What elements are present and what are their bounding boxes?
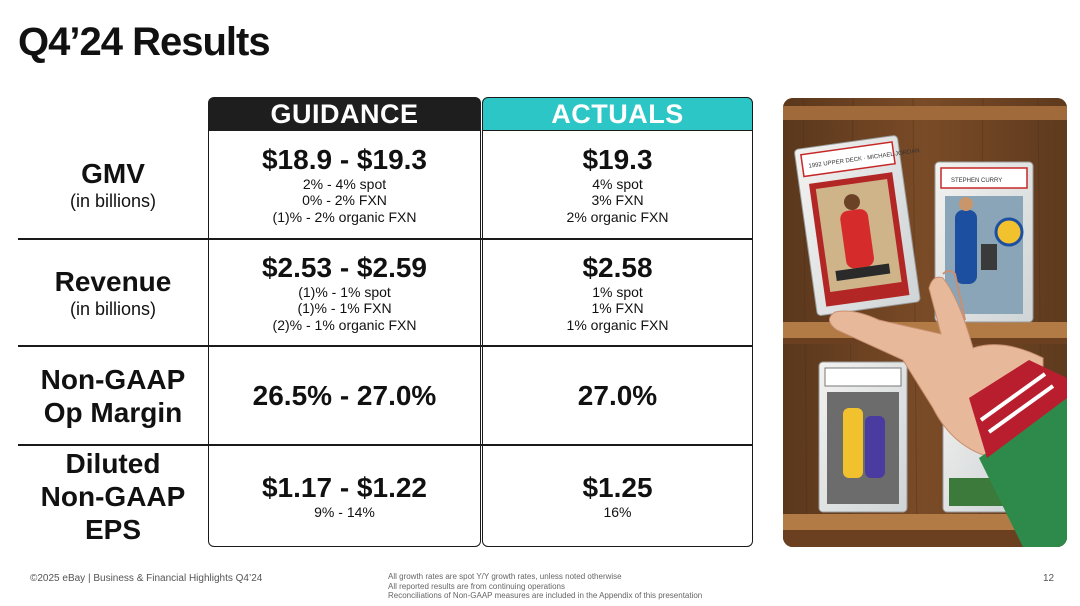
eps-guidance-cell: $1.17 - $1.22 9% - 14% xyxy=(208,446,481,546)
gmv-actuals-detail: 2% organic FXN xyxy=(566,208,669,225)
gmv-actuals-detail: 3% FXN xyxy=(591,192,644,209)
eps-actuals-cell: $1.25 16% xyxy=(482,446,753,546)
revenue-guidance-detail: (1)% - 1% spot xyxy=(298,283,391,300)
row-label-line: Non-GAAP xyxy=(40,363,186,395)
op-margin-guidance-value: 26.5% - 27.0% xyxy=(252,379,437,411)
op-margin-guidance-cell: 26.5% - 27.0% xyxy=(208,347,481,444)
gmv-guidance-detail: (1)% - 2% organic FXN xyxy=(272,208,417,225)
revenue-guidance-detail: (1)% - 1% FXN xyxy=(297,300,392,317)
actuals-column-box xyxy=(482,130,753,547)
gmv-actuals-detail: 4% spot xyxy=(592,175,643,192)
eps-guidance-detail: 9% - 14% xyxy=(314,503,375,520)
page-number: 12 xyxy=(1043,573,1055,584)
gmv-actuals-value: $19.3 xyxy=(582,143,653,175)
row-label-main: GMV xyxy=(81,158,145,189)
eps-guidance-value: $1.17 - $1.22 xyxy=(261,471,428,503)
op-margin-actuals-cell: 27.0% xyxy=(482,347,753,444)
row-label-line: Non-GAAP xyxy=(40,480,186,512)
row-label-gmv: GMV (in billions) xyxy=(18,131,208,238)
eps-actuals-detail: 16% xyxy=(603,503,632,520)
row-label-op-margin: Non-GAAP Op Margin xyxy=(18,347,208,444)
gmv-actuals-cell: $19.3 4% spot 3% FXN 2% organic FXN xyxy=(482,131,753,238)
row-label-revenue: Revenue (in billions) xyxy=(18,240,208,345)
guidance-column-box xyxy=(208,130,481,547)
footer-note: All growth rates are spot Y/Y growth rat… xyxy=(388,572,622,581)
revenue-actuals-detail: 1% organic FXN xyxy=(566,316,669,333)
gmv-guidance-detail: 0% - 2% FXN xyxy=(302,192,387,209)
revenue-guidance-cell: $2.53 - $2.59 (1)% - 1% spot (1)% - 1% F… xyxy=(208,240,481,345)
card-label: STEPHEN CURRY xyxy=(951,178,1002,184)
op-margin-actuals-value: 27.0% xyxy=(577,379,658,411)
actuals-header: ACTUALS xyxy=(482,97,753,131)
revenue-guidance-detail: (2)% - 1% organic FXN xyxy=(272,316,417,333)
row-label-main: Revenue xyxy=(54,266,172,297)
gmv-guidance-value: $18.9 - $19.3 xyxy=(261,143,428,175)
page-title: Q4’24 Results xyxy=(18,20,271,64)
revenue-actuals-detail: 1% FXN xyxy=(591,300,644,317)
gmv-guidance-detail: 2% - 4% spot xyxy=(302,175,387,192)
row-divider xyxy=(18,345,753,347)
row-label-line: Diluted xyxy=(65,447,161,479)
row-label-line: EPS xyxy=(84,513,142,545)
revenue-actuals-detail: 1% spot xyxy=(592,283,643,300)
eps-actuals-value: $1.25 xyxy=(582,471,653,503)
trading-cards-illustration: STEPHEN CURRY 1992 UPPER DECK · MICHAEL … xyxy=(783,98,1067,547)
row-label-eps: Diluted Non-GAAP EPS xyxy=(18,446,208,546)
footer-note: Reconciliations of Non-GAAP measures are… xyxy=(388,591,703,600)
row-divider xyxy=(18,444,753,446)
row-label-line: Op Margin xyxy=(43,396,183,428)
gmv-guidance-cell: $18.9 - $19.3 2% - 4% spot 0% - 2% FXN (… xyxy=(208,131,481,238)
revenue-actuals-cell: $2.58 1% spot 1% FXN 1% organic FXN xyxy=(482,240,753,345)
footer-note: All reported results are from continuing… xyxy=(388,581,565,591)
guidance-header: GUIDANCE xyxy=(208,97,481,131)
revenue-guidance-value: $2.53 - $2.59 xyxy=(261,251,428,283)
row-divider xyxy=(18,238,753,240)
trading-cards-photo: STEPHEN CURRY 1992 UPPER DECK · MICHAEL … xyxy=(783,98,1067,547)
row-label-sub: (in billions) xyxy=(69,191,157,211)
row-label-sub: (in billions) xyxy=(69,299,157,319)
footer-copyright: ©2025 eBay | Business & Financial Highli… xyxy=(30,573,263,584)
revenue-actuals-value: $2.58 xyxy=(582,251,653,283)
footer-notes: All growth rates are spot Y/Y growth rat… xyxy=(388,572,702,601)
